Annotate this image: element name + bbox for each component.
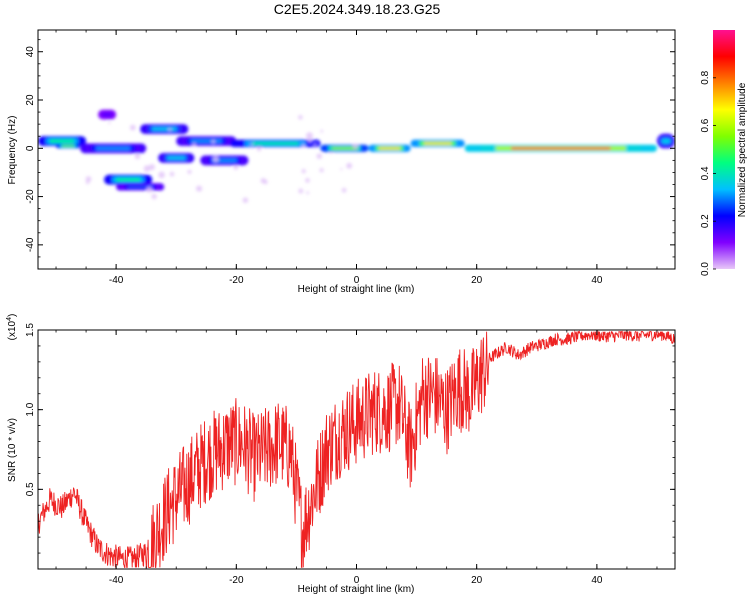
colorbar-label: Normalized spectral amplitude	[737, 82, 748, 217]
x-tick-label: 20	[471, 575, 483, 586]
x-tick-label: -20	[229, 275, 244, 286]
x-tick-label: 0	[354, 275, 360, 286]
heatmap-cell	[49, 139, 75, 143]
snr-y-axis-label: SNR (10 * v/v)	[7, 418, 18, 482]
heatmap-speckle	[134, 153, 141, 160]
heatmap-speckle	[301, 169, 306, 174]
heatmap-speckle	[146, 186, 153, 193]
y-tick-label: -20	[25, 189, 36, 204]
heatmap-speckle	[341, 187, 347, 193]
heatmap-speckle	[305, 178, 310, 183]
heatmap-cell	[332, 147, 357, 150]
heatmap-speckle	[242, 197, 249, 203]
snr-series-line	[38, 330, 675, 568]
heatmap-speckle	[263, 179, 268, 185]
y-tick-label: 0	[25, 145, 36, 151]
page-title: C2E5.2024.349.18.23.G25	[274, 1, 441, 17]
heatmap-cell	[151, 127, 177, 131]
heatmap-speckle	[143, 165, 151, 172]
colorbar-tick-label: 0.8	[700, 70, 711, 84]
heatmap-speckle	[211, 139, 216, 144]
heatmap-speckle	[298, 188, 304, 194]
heatmap-cell	[102, 112, 112, 117]
heatmap-cell	[61, 144, 75, 147]
heatmap-speckle	[148, 164, 155, 171]
heatmap-cell	[423, 142, 452, 145]
heatmap-speckle	[196, 185, 203, 192]
spectrogram-x-axis-label: Height of straight line (km)	[298, 284, 415, 295]
colorbar: 0.0 0.2 0.4 0.6 0.8 Normalized spectral ampl…	[700, 30, 748, 276]
x-tick-label: -40	[109, 575, 124, 586]
x-tick-label: 40	[591, 275, 603, 286]
heatmap-speckle	[168, 128, 172, 132]
heatmap-speckle	[233, 165, 239, 170]
heatmap-speckle	[151, 193, 157, 200]
heatmap-speckle	[85, 176, 92, 182]
heatmap-speckle	[212, 156, 219, 163]
heatmap-speckle	[306, 191, 310, 195]
heatmap-speckle	[313, 143, 317, 146]
colorbar-tick-label: 0.2	[700, 214, 711, 228]
spectrogram-panel: -40 -20 0 20 40 -40 -20 0 20 40 Height of straigh…	[7, 29, 676, 295]
heatmap-speckle	[308, 139, 312, 143]
y-tick-label: 40	[25, 46, 36, 58]
y-tick-label: 1.5	[25, 323, 36, 337]
colorbar-tick-label: 0.4	[700, 166, 711, 180]
colorbar-gradient	[713, 30, 735, 269]
x-tick-label: 40	[591, 575, 603, 586]
x-tick-label: 20	[471, 275, 483, 286]
heatmap-cell	[378, 147, 401, 150]
heatmap-cell	[510, 147, 611, 150]
heatmap-speckle	[320, 129, 324, 133]
snr-panel: -40 -20 0 20 40 0.5 1.0 1.5 Height of straight …	[6, 314, 676, 595]
heatmap-speckle	[187, 169, 192, 174]
heatmap-cell	[190, 139, 222, 143]
heatmap-cell	[127, 185, 153, 189]
colorbar-ticks: 0.0 0.2 0.4 0.6 0.8	[700, 70, 716, 276]
heatmap-cell	[661, 138, 671, 144]
spectrogram-y-axis-label: Frequency (Hz)	[7, 116, 18, 185]
colorbar-tick-label: 0.6	[700, 118, 711, 132]
y-tick-label: 20	[25, 94, 36, 106]
heatmap-speckle	[302, 144, 306, 148]
heatmap-speckle	[316, 153, 322, 159]
heatmap-cell	[251, 142, 299, 145]
heatmap-speckle	[346, 162, 353, 169]
heatmap-speckle	[298, 115, 303, 120]
y-tick-label: -40	[25, 237, 36, 252]
colorbar-tick-label: 0.0	[700, 262, 711, 276]
heatmap-speckle	[340, 168, 343, 171]
snr-ticks: -40 -20 0 20 40 0.5 1.0 1.5	[25, 323, 675, 586]
heatmap-speckle	[192, 142, 196, 147]
heatmap-cell	[115, 178, 141, 182]
heatmap-speckle	[330, 151, 333, 154]
heatmap-speckle	[108, 121, 111, 125]
heatmap-speckle	[319, 168, 324, 173]
heatmap-speckle	[257, 147, 262, 152]
heatmap-speckle	[130, 124, 136, 131]
heatmap-speckle	[158, 171, 165, 179]
snr-x-axis-label: Height of straight line (km)	[298, 584, 415, 595]
heatmap-speckle	[250, 143, 253, 146]
x-tick-label: -20	[229, 575, 244, 586]
y-tick-label: 1.0	[25, 402, 36, 416]
x-tick-label: -40	[109, 275, 124, 286]
heatmap-cell	[95, 146, 131, 150]
heatmap-speckle	[169, 171, 175, 177]
heatmap-speckle	[306, 132, 313, 140]
heatmap-cell	[166, 156, 186, 160]
spectrogram-heatmap	[38, 109, 675, 203]
heatmap-speckle	[352, 143, 359, 149]
y-tick-label: 0.5	[25, 482, 36, 496]
x-tick-label: 0	[354, 575, 360, 586]
snr-y-multiplier: (x104)	[6, 314, 18, 341]
spectrogram-ticks: -40 -20 0 20 40 -40 -20 0 20 40	[25, 30, 675, 286]
